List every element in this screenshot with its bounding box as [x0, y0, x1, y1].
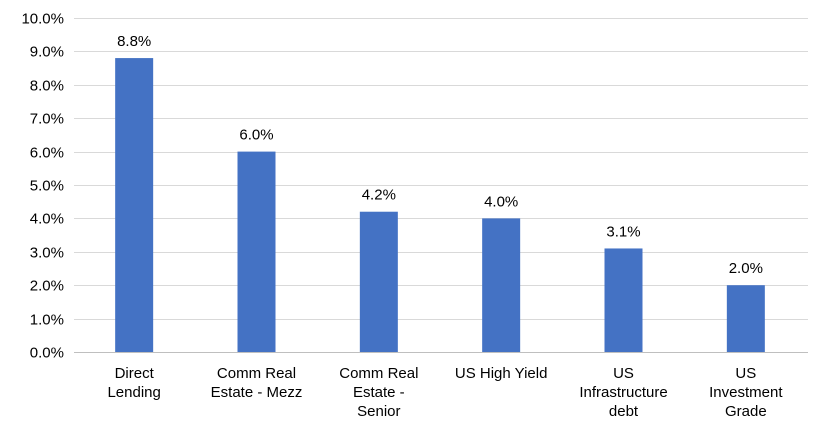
y-tick-label: 7.0% [30, 111, 64, 128]
category-label: US Infrastructure debt [579, 365, 667, 420]
category-label-line: Direct [115, 365, 155, 382]
gridlines [74, 18, 808, 353]
category-label-line: Senior [357, 403, 400, 420]
y-tick-label: 2.0% [30, 278, 64, 295]
data-label: 2.0% [729, 260, 763, 277]
category-label-line: Infrastructure [579, 384, 667, 401]
category-label: Comm Real Estate - Senior [339, 365, 418, 420]
data-label: 3.1% [606, 223, 640, 240]
bar [359, 211, 398, 352]
data-labels: 8.8% 6.0% 4.2% 4.0% 3.1% 2.0% [117, 33, 763, 277]
y-axis-ticks: 0.0% 1.0% 2.0% 3.0% 4.0% 5.0% 6.0% 7.0% 8.0% 9.0%… [21, 11, 64, 362]
category-label-line: Investment [709, 384, 783, 401]
bar [604, 248, 643, 352]
category-label: US High Yield [455, 365, 548, 382]
category-label-line: Comm Real [217, 365, 296, 382]
category-label-line: Estate - Mezz [211, 384, 303, 401]
y-tick-label: 3.0% [30, 245, 64, 262]
category-label: US Investment Grade [709, 365, 783, 420]
data-label: 6.0% [239, 127, 273, 144]
category-label-line: debt [609, 403, 639, 420]
category-label-line: Comm Real [339, 365, 418, 382]
y-tick-label: 4.0% [30, 211, 64, 228]
category-label-line: Lending [107, 384, 160, 401]
bar [115, 58, 154, 353]
category-label-line: US [735, 365, 756, 382]
bars [115, 58, 765, 353]
y-tick-label: 9.0% [30, 44, 64, 61]
y-tick-label: 1.0% [30, 312, 64, 329]
bar [482, 218, 521, 352]
y-tick-label: 6.0% [30, 145, 64, 162]
category-label-line: US High Yield [455, 365, 548, 382]
y-tick-label: 0.0% [30, 345, 64, 362]
category-label-line: Grade [725, 403, 767, 420]
y-tick-label: 8.0% [30, 78, 64, 95]
category-label-line: Estate - [353, 384, 405, 401]
bar [726, 285, 765, 352]
bar [237, 151, 276, 352]
category-label: Comm Real Estate - Mezz [211, 365, 303, 401]
category-label: Direct Lending [107, 365, 160, 401]
data-label: 4.0% [484, 193, 518, 210]
data-label: 8.8% [117, 33, 151, 50]
y-tick-label: 5.0% [30, 178, 64, 195]
category-label-line: US [613, 365, 634, 382]
y-tick-label: 10.0% [21, 11, 64, 28]
data-label: 4.2% [362, 187, 396, 204]
